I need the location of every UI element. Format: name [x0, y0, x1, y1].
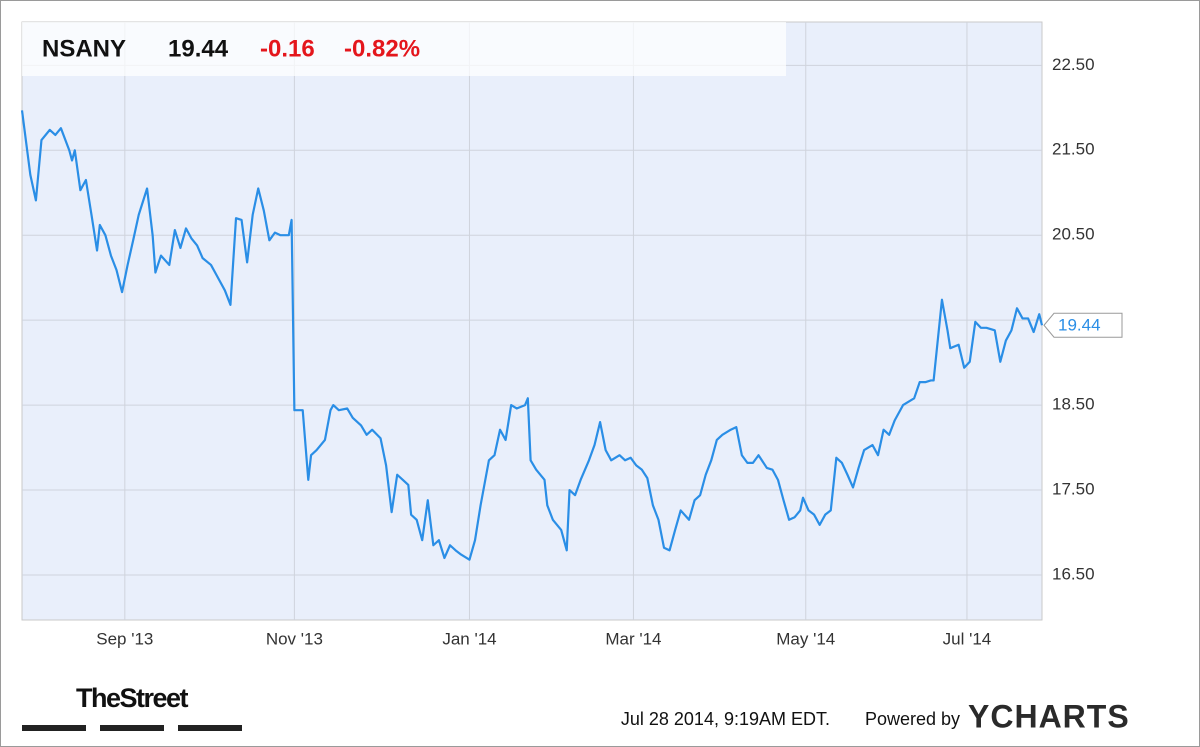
- y-tick-label: 20.50: [1052, 225, 1095, 244]
- grid: [22, 22, 1042, 620]
- y-tick-label: 18.50: [1052, 395, 1095, 414]
- x-tick-label: May '14: [776, 629, 835, 648]
- last-value-box: [1043, 312, 1123, 338]
- ticker: NSANY: [42, 35, 126, 62]
- x-tick-label: Mar '14: [605, 629, 661, 648]
- x-tick-label: Sep '13: [96, 629, 153, 648]
- x-tick-label: Jan '14: [442, 629, 496, 648]
- x-tick-label: Nov '13: [266, 629, 323, 648]
- y-tick-label: 21.50: [1052, 140, 1095, 159]
- brand-logo: YCHARTS: [968, 698, 1130, 734]
- last-price: 19.44: [168, 35, 229, 62]
- plot-area: [21, 21, 1043, 621]
- powered-by: Powered by: [865, 709, 960, 729]
- timestamp: Jul 28 2014, 9:19AM EDT.: [621, 709, 830, 729]
- price-change: -0.16: [260, 35, 315, 62]
- source-logo: TheStreet: [22, 683, 242, 731]
- logo-bar: [178, 725, 242, 731]
- last-value-label: 19.44: [1058, 316, 1101, 335]
- logo-bar: [22, 725, 86, 731]
- y-tick-label: 16.50: [1052, 564, 1095, 583]
- price-change-percent: -0.82%: [344, 35, 420, 62]
- header-panel: [22, 22, 786, 76]
- series-layer: [20, 110, 1044, 561]
- source-text: TheStreet: [76, 683, 189, 713]
- y-tick-label: 22.50: [1052, 55, 1095, 74]
- price-line: [20, 110, 1044, 561]
- x-tick-label: Jul '14: [943, 629, 992, 648]
- logo-bar: [100, 725, 164, 731]
- y-tick-label: 17.50: [1052, 480, 1095, 499]
